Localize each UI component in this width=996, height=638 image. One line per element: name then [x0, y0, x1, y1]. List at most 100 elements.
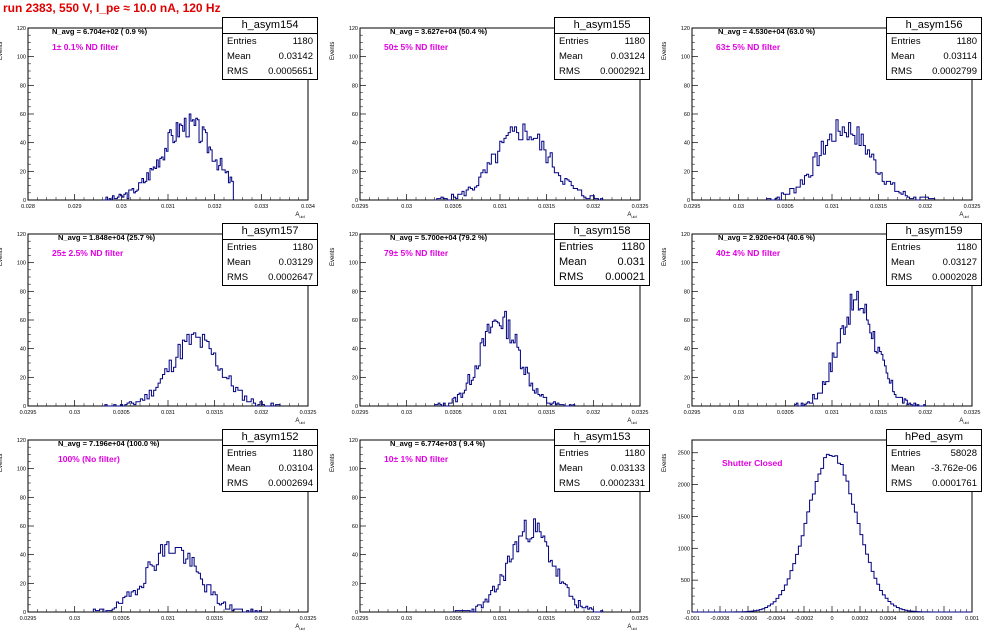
- stats-mean-row: Mean 0.031: [555, 255, 649, 270]
- y-tick-label: 120: [17, 438, 26, 444]
- x-tick-label: 0.0006: [908, 616, 925, 622]
- y-tick-label: 100: [349, 467, 358, 473]
- x-tick-label: 0.0002: [852, 616, 869, 622]
- y-tick-label: 0: [23, 404, 26, 410]
- y-tick-label: 80: [20, 495, 26, 501]
- x-tick-label: -0.0002: [795, 616, 814, 622]
- n-avg-label: N_avg = 5.700e+04 (79.2 %): [390, 233, 488, 242]
- stats-box: h_asym157 Entries 1180 Mean 0.03129 RMS 0.0002…: [222, 223, 318, 286]
- x-tick-label: 0.031: [493, 204, 507, 210]
- y-tick-label: 20: [684, 375, 690, 381]
- y-tick-label: 120: [349, 26, 358, 32]
- stats-entries-value: 1180: [956, 36, 977, 47]
- stats-rms-value: 0.0002921: [600, 66, 645, 77]
- stats-mean-row: Mean 0.03133: [555, 461, 649, 476]
- y-tick-label: 0: [355, 198, 358, 204]
- x-tick-label: 0.032: [208, 204, 222, 210]
- stats-entries-label: Entries: [227, 448, 257, 459]
- y-tick-label: 80: [684, 83, 690, 89]
- filter-label: 10± 1% ND filter: [384, 454, 449, 464]
- n-avg-label: N_avg = 7.196e+04 (100.0 %): [58, 439, 160, 448]
- x-tick-label: 0.03: [401, 616, 412, 622]
- filter-label: 40± 4% ND filter: [716, 248, 781, 258]
- stats-entries-label: Entries: [559, 36, 589, 47]
- y-axis-label: Events: [662, 453, 668, 472]
- y-tick-label: 40: [20, 141, 26, 147]
- x-tick-label: 0.0305: [113, 616, 130, 622]
- histogram-plot: 0 20 40 60 80 100 120 0.0295 0.03 0.0305 0.031 0.03…: [349, 232, 649, 425]
- histogram-series: [434, 310, 576, 407]
- histogram-plot: 0 20 40 60 80 100 120 0.0295 0.03 0.0305 0.031 0.03…: [349, 26, 649, 219]
- stats-entries-row: Entries 1180: [555, 240, 649, 255]
- stats-mean-row: Mean 0.03129: [223, 255, 317, 270]
- stats-entries-row: Entries 1180: [887, 240, 981, 255]
- x-tick-label: 0.0295: [684, 410, 701, 416]
- stats-mean-label: Mean: [559, 463, 583, 474]
- y-tick-label: 20: [684, 169, 690, 175]
- y-tick-label: 100: [349, 55, 358, 61]
- stats-rms-value: 0.00021: [605, 271, 645, 283]
- histogram-series: [453, 518, 604, 613]
- stats-rms-label: RMS: [891, 272, 913, 283]
- y-tick-label: 40: [684, 347, 690, 353]
- x-tick-label: 0.0315: [870, 204, 887, 210]
- stats-entries-value: 1180: [624, 36, 645, 47]
- stats-rms-value: 0.0002331: [600, 478, 645, 489]
- x-axis-label: Auid: [627, 418, 636, 425]
- y-tick-label: 0: [687, 198, 690, 204]
- stats-entries-value: 1180: [624, 448, 645, 459]
- y-tick-label: 80: [684, 289, 690, 295]
- stats-entries-label: Entries: [559, 448, 589, 459]
- y-tick-label: 100: [681, 55, 690, 61]
- stats-entries-row: Entries 1180: [223, 240, 317, 255]
- histogram-name: h_asym153: [555, 430, 649, 446]
- stats-entries-value: 1180: [292, 36, 313, 47]
- stats-mean-label: Mean: [891, 257, 915, 268]
- y-tick-label: 0: [687, 610, 690, 616]
- stats-rms-row: RMS 0.0002921: [555, 64, 649, 79]
- histogram-series: [434, 123, 604, 201]
- histogram-pad-h_asym154: 0 20 40 60 80 100 120 0.028 0.029 0.03 0.031 0.032 0…: [0, 17, 328, 226]
- y-tick-label: 40: [20, 553, 26, 559]
- x-tick-label: 0.0295: [352, 616, 369, 622]
- y-tick-label: 40: [684, 141, 690, 147]
- stats-rms-label: RMS: [891, 66, 913, 77]
- n-avg-label: N_avg = 4.530e+04 (63.0 %): [718, 27, 816, 36]
- stats-rms-row: RMS 0.0002331: [555, 476, 649, 491]
- stats-rms-label: RMS: [227, 478, 249, 489]
- stats-mean-row: Mean 0.03142: [223, 49, 317, 64]
- stats-entries-row: Entries 1180: [555, 446, 649, 461]
- filter-label: 1± 0.1% ND filter: [52, 42, 119, 52]
- histogram-name: h_asym157: [223, 224, 317, 240]
- x-tick-label: 0.0305: [113, 410, 130, 416]
- stats-mean-label: Mean: [891, 463, 915, 474]
- stats-rms-label: RMS: [559, 271, 584, 283]
- stats-rms-row: RMS 0.00021: [555, 270, 649, 285]
- y-tick-label: 20: [20, 581, 26, 587]
- stats-entries-label: Entries: [891, 36, 921, 47]
- y-tick-label: 2500: [678, 451, 690, 457]
- histogram-plot: 0 20 40 60 80 100 120 0.0295 0.03 0.0305 0.031 0.03…: [17, 438, 317, 631]
- x-tick-label: -0.0008: [711, 616, 730, 622]
- x-tick-label: 0.0325: [300, 410, 317, 416]
- stats-mean-row: Mean -3.762e-06: [887, 461, 981, 476]
- stats-box: h_asym159 Entries 1180 Mean 0.03127 RMS 0.0002…: [886, 223, 982, 286]
- stats-box: h_asym156 Entries 1180 Mean 0.03114 RMS 0.0002…: [886, 17, 982, 80]
- stats-mean-value: 0.03129: [278, 257, 313, 268]
- y-axis-label: Events: [330, 247, 336, 266]
- stats-rms-value: 0.0002799: [932, 66, 977, 77]
- y-tick-label: 40: [352, 141, 358, 147]
- x-tick-label: 0.0305: [445, 616, 462, 622]
- y-tick-label: 500: [681, 578, 690, 584]
- x-tick-label: 0.031: [161, 410, 175, 416]
- stats-mean-row: Mean 0.03124: [555, 49, 649, 64]
- x-tick-label: 0.029: [68, 204, 82, 210]
- stats-rms-label: RMS: [559, 66, 581, 77]
- stats-entries-value: 1180: [292, 448, 313, 459]
- x-tick-label: 0.0325: [632, 410, 649, 416]
- histogram-plot: 0 20 40 60 80 100 120 0.0295 0.03 0.0305 0.031 0.03…: [349, 438, 649, 631]
- y-tick-label: 120: [349, 438, 358, 444]
- y-tick-label: 40: [352, 347, 358, 353]
- stats-rms-value: 0.0002694: [268, 478, 313, 489]
- stats-mean-value: 0.03142: [278, 51, 313, 62]
